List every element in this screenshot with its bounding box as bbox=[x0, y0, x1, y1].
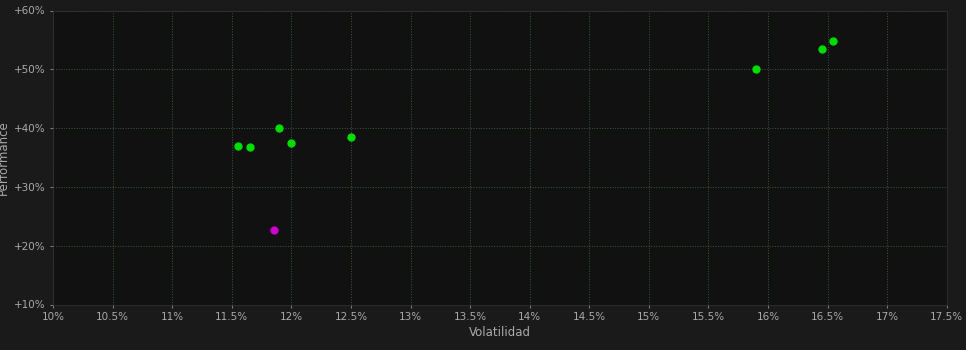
Point bbox=[284, 140, 299, 146]
Point bbox=[242, 144, 257, 150]
Y-axis label: Performance: Performance bbox=[0, 120, 10, 195]
X-axis label: Volatilidad: Volatilidad bbox=[469, 326, 531, 339]
Point bbox=[749, 66, 764, 72]
Point bbox=[826, 38, 841, 44]
Point bbox=[343, 134, 358, 140]
Point bbox=[271, 125, 287, 131]
Point bbox=[230, 143, 245, 148]
Point bbox=[814, 46, 830, 51]
Point bbox=[266, 228, 281, 233]
